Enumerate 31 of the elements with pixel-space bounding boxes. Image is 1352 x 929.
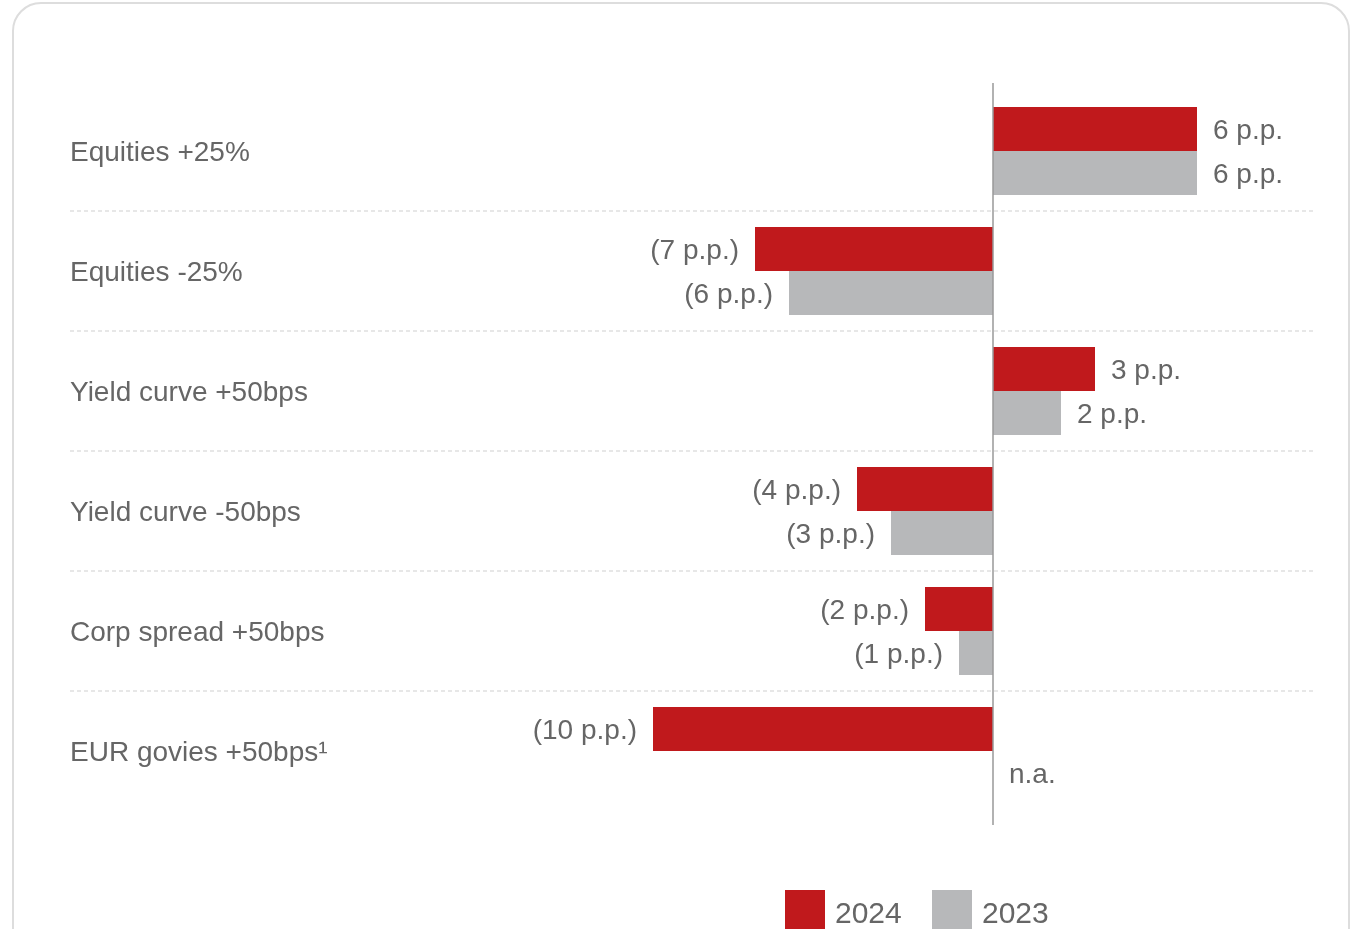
bar <box>755 227 993 271</box>
bar <box>653 707 993 751</box>
data-label: (4 p.p.) <box>752 473 841 505</box>
y-tick-label: Corp spread +50bps <box>70 615 325 647</box>
data-label: (3 p.p.) <box>786 517 875 549</box>
data-label: 3 p.p. <box>1111 353 1182 385</box>
data-label: 2 p.p. <box>1077 397 1148 429</box>
data-label: (1 p.p.) <box>854 637 943 669</box>
y-tick-label: Yield curve -50bps <box>70 495 301 527</box>
y-tick-label: EUR govies +50bps¹ <box>70 735 328 767</box>
bar <box>993 151 1197 195</box>
legend-label: 2023 <box>982 895 1049 929</box>
bar <box>891 511 993 555</box>
bar <box>993 107 1197 151</box>
data-label: 6 p.p. <box>1213 113 1284 145</box>
data-label: (7 p.p.) <box>650 233 739 265</box>
data-label: (10 p.p.) <box>532 713 637 745</box>
bar <box>857 467 993 511</box>
bar <box>925 587 993 631</box>
text: n.a. <box>1009 757 1056 789</box>
bar <box>959 631 993 675</box>
bar <box>789 271 993 315</box>
bar <box>993 347 1095 391</box>
data-label: 6 p.p. <box>1213 157 1284 189</box>
y-tick-label: Equities +25% <box>70 135 250 167</box>
legend-label: 2024 <box>835 895 902 929</box>
y-tick-label: Yield curve +50bps <box>70 375 308 407</box>
y-tick-label: Equities -25% <box>70 255 243 287</box>
bar <box>993 391 1061 435</box>
data-label: (6 p.p.) <box>684 277 773 309</box>
data-label: (2 p.p.) <box>820 593 909 625</box>
